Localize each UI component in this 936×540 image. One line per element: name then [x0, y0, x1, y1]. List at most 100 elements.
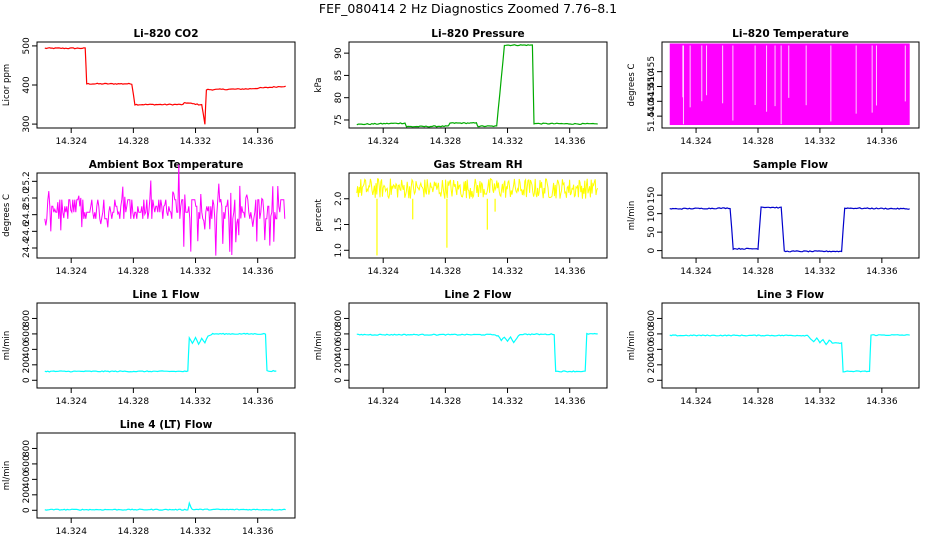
x-tick-label: 14.324 [680, 137, 712, 147]
y-tick-label: 600 [22, 325, 32, 342]
x-tick-label: 14.328 [742, 137, 774, 147]
y-tick-label: 25.0 [22, 188, 32, 208]
x-tick-label: 14.332 [180, 527, 212, 537]
x-tick-label: 14.328 [118, 267, 150, 277]
y-tick-label: 100 [647, 205, 657, 222]
y-tick-label: 200 [22, 356, 32, 373]
y-tick-label: 800 [22, 310, 32, 327]
y-tick-label: 50 [647, 226, 657, 238]
series-line [44, 332, 277, 373]
plot-frame [36, 172, 296, 259]
y-axis-label: ml/min [627, 201, 637, 231]
x-tick-label: 14.324 [55, 137, 87, 147]
panel-title: Ambient Box Temperature [89, 159, 244, 171]
y-tick-label: 1.5 [334, 217, 344, 231]
y-tick-label: 0 [22, 507, 32, 513]
chart-panel: Li–820 Temperature 14.324 14.328 14.332 14.3… [627, 28, 920, 147]
y-tick-label: 400 [647, 341, 657, 358]
plot-frame [661, 172, 920, 259]
y-tick-label: 24.6 [22, 221, 32, 241]
plot-frame [36, 432, 296, 519]
x-tick-label: 14.328 [742, 267, 774, 277]
y-tick-label: 0 [647, 377, 657, 383]
x-tick-label: 14.328 [430, 267, 462, 277]
y-tick-label: 85 [334, 70, 344, 81]
plot-frame [36, 302, 296, 389]
panel-title: Li–820 Pressure [431, 28, 524, 40]
x-tick-label: 14.336 [242, 397, 274, 407]
y-tick-label: 0 [22, 377, 32, 383]
y-tick-label: 51.445 [647, 86, 657, 118]
x-tick-label: 14.332 [804, 267, 836, 277]
y-tick-label: 400 [22, 76, 32, 93]
y-tick-label: 51.455 [647, 56, 657, 88]
x-tick-label: 14.336 [866, 397, 898, 407]
x-tick-label: 14.324 [680, 267, 712, 277]
x-tick-label: 14.328 [430, 137, 462, 147]
chart-panel: Sample Flow 14.324 14.328 14.332 14.336 0 50 10… [627, 159, 920, 277]
panel-title: Li–820 CO2 [133, 28, 198, 40]
plot-frame [661, 302, 920, 389]
x-tick-label: 14.332 [180, 137, 212, 147]
panel-title: Gas Stream RH [433, 159, 522, 171]
y-tick-label: 51.450 [647, 70, 657, 102]
x-tick-label: 14.336 [554, 137, 586, 147]
x-tick-label: 14.336 [866, 137, 898, 147]
x-tick-label: 14.324 [367, 397, 399, 407]
series-line [356, 177, 599, 200]
y-tick-label: 400 [22, 341, 32, 358]
y-tick-label: 600 [647, 325, 657, 342]
panel-title: Line 4 (LT) Flow [120, 419, 213, 431]
y-tick-label: 150 [647, 186, 657, 203]
panel-title: Line 2 Flow [444, 289, 511, 301]
y-tick-label: 800 [22, 440, 32, 457]
series-line [669, 334, 910, 373]
y-tick-label: 24.8 [22, 204, 32, 224]
x-tick-label: 14.332 [804, 137, 836, 147]
x-tick-label: 14.336 [554, 267, 586, 277]
y-tick-label: 500 [22, 37, 32, 54]
x-tick-label: 14.328 [118, 137, 150, 147]
x-tick-label: 14.332 [492, 267, 524, 277]
x-tick-label: 14.336 [866, 267, 898, 277]
x-tick-label: 14.324 [680, 397, 712, 407]
y-tick-label: 51.440 [647, 100, 657, 132]
x-tick-label: 14.332 [180, 267, 212, 277]
y-tick-label: 0 [647, 247, 657, 253]
x-tick-label: 14.324 [367, 137, 399, 147]
series-line [44, 164, 286, 256]
panel-title: Line 1 Flow [132, 289, 199, 301]
x-tick-label: 14.336 [242, 527, 274, 537]
plot-frame [348, 41, 608, 129]
chart-panel: Ambient Box Temperature 14.324 14.328 14.33… [2, 159, 296, 277]
panel-title: Li–820 Temperature [732, 28, 849, 40]
x-tick-label: 14.328 [430, 397, 462, 407]
series-band [669, 43, 910, 126]
y-tick-label: 2.0 [334, 191, 344, 206]
y-tick-label: 400 [334, 341, 344, 358]
y-tick-label: 25.2 [22, 171, 32, 191]
y-tick-label: 0 [334, 377, 344, 383]
y-axis-label: Licor ppm [2, 64, 12, 106]
x-tick-label: 14.336 [242, 267, 274, 277]
y-tick-label: 300 [22, 115, 32, 132]
y-tick-label: 800 [334, 310, 344, 327]
plot-frame [348, 172, 608, 259]
figure-title: FEF_080414 2 Hz Diagnostics Zoomed 7.76–… [318, 1, 618, 16]
y-tick-label: 80 [334, 92, 344, 104]
plot-frame [661, 41, 920, 129]
chart-panel: Gas Stream RH 14.324 14.328 14.332 14.336 1.0… [314, 159, 608, 277]
x-tick-label: 14.324 [55, 397, 87, 407]
x-tick-label: 14.332 [804, 397, 836, 407]
y-axis-label: ml/min [627, 331, 637, 361]
y-tick-label: 800 [647, 310, 657, 327]
chart-panel: Line 3 Flow 14.324 14.328 14.332 14.336 0 2004… [627, 289, 920, 407]
series-line [44, 501, 286, 511]
y-tick-label: 24.4 [22, 238, 32, 258]
x-tick-label: 14.332 [492, 137, 524, 147]
series-line [356, 44, 598, 128]
x-tick-label: 14.336 [554, 397, 586, 407]
panel-title: Sample Flow [753, 159, 828, 171]
y-tick-label: 75 [334, 114, 344, 125]
